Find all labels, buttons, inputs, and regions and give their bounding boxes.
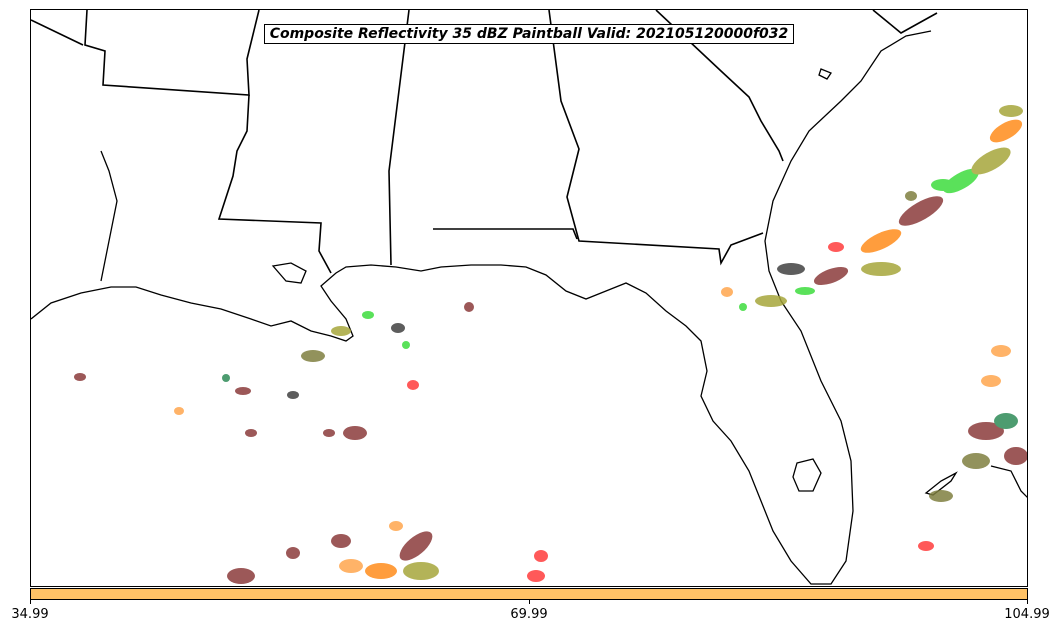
blob xyxy=(407,380,419,390)
tick-mark-0 xyxy=(30,600,31,604)
lake-okeechobee xyxy=(792,458,822,492)
blob xyxy=(287,391,299,399)
border-al-fl xyxy=(433,228,578,240)
colorbar-tick-label-0: 34.99 xyxy=(11,607,49,622)
blob xyxy=(245,429,257,437)
border-ms-al xyxy=(388,10,410,266)
louisiana-marsh xyxy=(271,262,307,284)
blob xyxy=(403,562,439,580)
blob xyxy=(929,490,953,502)
blob xyxy=(365,563,397,579)
blob xyxy=(905,191,917,201)
map-title: Composite Reflectivity 35 dBZ Paintball … xyxy=(263,24,795,44)
border-la-ms xyxy=(217,94,332,274)
blob xyxy=(918,541,934,551)
blob xyxy=(527,570,545,582)
border-al-ga xyxy=(548,10,764,266)
blob xyxy=(402,341,410,349)
map-frame: Composite Reflectivity 35 dBZ Paintball … xyxy=(30,9,1028,587)
blob xyxy=(981,375,1001,387)
blob xyxy=(861,262,901,276)
blob xyxy=(534,550,548,562)
mississippi-river xyxy=(100,150,118,282)
blob xyxy=(777,263,805,275)
blob xyxy=(464,302,474,312)
blob xyxy=(989,119,1023,143)
blob xyxy=(331,534,351,548)
blob xyxy=(755,295,787,307)
colorbar-tick-label-2: 104.99 xyxy=(1004,607,1050,622)
blob xyxy=(235,387,251,395)
coastline xyxy=(31,30,1027,585)
blob xyxy=(227,568,255,584)
border-sc-nc xyxy=(872,10,938,34)
border-ga-sc xyxy=(655,10,784,162)
blob xyxy=(739,303,747,311)
blob xyxy=(971,147,1011,175)
blob xyxy=(813,266,849,286)
nc-outerbanks xyxy=(990,465,1027,498)
border-tx-la xyxy=(84,10,260,96)
blob xyxy=(999,105,1023,117)
blob xyxy=(721,287,733,297)
blob xyxy=(898,196,944,226)
blob xyxy=(399,531,433,561)
blob xyxy=(389,521,403,531)
colorbar-tick-label-1: 69.99 xyxy=(510,607,548,622)
blob xyxy=(301,350,325,362)
blob xyxy=(174,407,184,415)
blob xyxy=(74,373,86,381)
map-svg xyxy=(31,10,1027,585)
paintball-blobs xyxy=(74,105,1027,584)
blob xyxy=(962,453,990,469)
colorbar xyxy=(30,588,1028,600)
blob xyxy=(286,547,300,559)
blob xyxy=(391,323,405,333)
blob xyxy=(343,426,367,440)
blob xyxy=(362,311,374,319)
blob xyxy=(339,559,363,573)
blob xyxy=(323,429,335,437)
coast-texas-louisiana xyxy=(31,30,932,585)
blob xyxy=(222,374,230,382)
border-la-ar xyxy=(31,19,84,46)
georgia-island xyxy=(818,68,832,80)
blob xyxy=(1004,447,1027,465)
tick-mark-1 xyxy=(529,600,530,604)
blob xyxy=(931,179,955,191)
blob xyxy=(828,242,844,252)
state-borders xyxy=(31,10,938,274)
blob xyxy=(991,345,1011,357)
tick-mark-2 xyxy=(1027,600,1028,604)
blob xyxy=(795,287,815,295)
blob xyxy=(331,326,351,336)
blob xyxy=(860,229,902,253)
blob xyxy=(968,422,1004,440)
blob xyxy=(994,413,1018,429)
